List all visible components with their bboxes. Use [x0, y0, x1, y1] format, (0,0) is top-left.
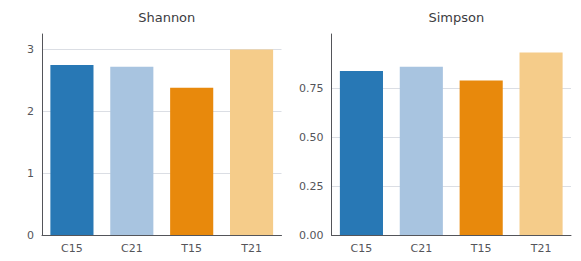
svg-text:0.50: 0.50 — [299, 131, 324, 144]
svg-text:C21: C21 — [121, 242, 143, 255]
svg-text:T21: T21 — [530, 242, 552, 255]
svg-text:C21: C21 — [410, 242, 432, 255]
svg-text:Simpson: Simpson — [428, 10, 484, 25]
svg-text:T15: T15 — [180, 242, 202, 255]
svg-text:T21: T21 — [240, 242, 262, 255]
svg-text:0.75: 0.75 — [299, 82, 324, 95]
svg-text:Shannon: Shannon — [138, 10, 195, 25]
svg-text:3: 3 — [27, 43, 34, 56]
svg-text:1: 1 — [27, 167, 34, 180]
svg-text:2: 2 — [27, 105, 34, 118]
svg-text:0.25: 0.25 — [299, 180, 324, 193]
svg-text:C15: C15 — [61, 242, 83, 255]
svg-text:0: 0 — [27, 229, 34, 242]
svg-text:T15: T15 — [470, 242, 492, 255]
svg-text:0.00: 0.00 — [299, 229, 324, 242]
svg-text:C15: C15 — [351, 242, 373, 255]
